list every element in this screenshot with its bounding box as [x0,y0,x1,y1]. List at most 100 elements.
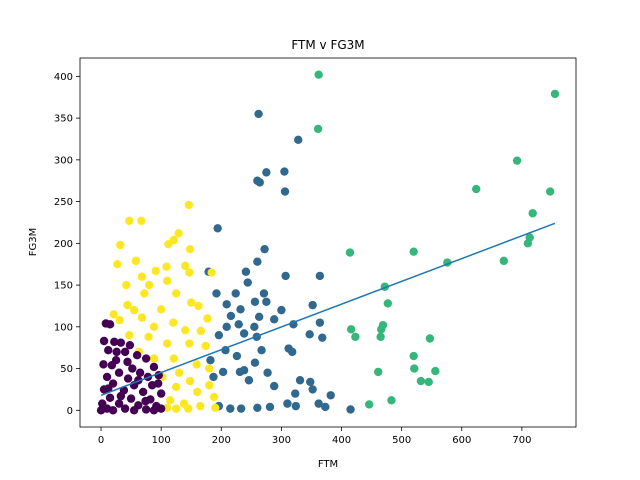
x-tick-label: 500 [392,435,411,446]
cluster-yellow-point [162,262,171,271]
cluster-purple-point [156,404,166,413]
cluster-purple-point [132,351,142,360]
x-tick-label: 0 [98,435,104,446]
x-tick-label: 600 [452,435,471,446]
cluster-yellow-point [192,360,201,369]
cluster-blue-point [257,345,266,355]
cluster-blue-point [308,385,317,394]
cluster-purple-point [116,391,126,401]
cluster-yellow-point [203,314,212,323]
cluster-yellow-point [115,315,124,325]
cluster-purple-point [120,404,130,413]
cluster-blue-point [231,289,240,298]
cluster-purple-point [129,406,139,415]
cluster-blue-point [308,300,317,310]
cluster-blue-point [291,401,301,411]
cluster-blue-point [232,351,242,361]
cluster-blue-point [253,257,262,266]
cluster-blue-point [254,312,264,322]
cluster-green-point [545,187,555,196]
trend-line [100,222,556,396]
cluster-yellow-point [171,289,181,298]
y-tick-label: 0 [67,406,73,417]
cluster-green-point [410,364,419,373]
x-tick-label: 200 [212,435,231,446]
x-axis-label: FTM [318,459,338,470]
cluster-purple-point [99,360,108,369]
y-tick-label: 350 [54,114,73,125]
cluster-blue-point [235,367,245,377]
cluster-green-point [376,332,385,342]
cluster-yellow-point [184,200,194,210]
cluster-yellow-point [113,260,122,269]
cluster-blue-point [259,289,269,298]
cluster-blue-point [306,377,315,387]
cluster-yellow-point [181,261,190,271]
cluster-yellow-point [184,404,193,413]
cluster-yellow-point [137,313,147,322]
cluster-yellow-point [125,216,134,225]
cluster-yellow-point [109,310,118,319]
cluster-purple-point [123,374,133,383]
cluster-yellow-point [201,341,210,351]
cluster-blue-point [253,403,262,412]
cluster-yellow-point [211,403,220,412]
points-layer [96,70,560,415]
cluster-green-point [345,248,355,257]
cluster-purple-point [153,379,163,388]
cluster-yellow-point [122,280,131,290]
cluster-blue-point [214,330,224,340]
cluster-green-point [351,332,360,342]
cluster-yellow-point [194,301,203,311]
cluster-blue-point [277,305,286,315]
cluster-blue-point [291,389,300,398]
chart-title: FTM v FG3M [291,38,364,52]
cluster-purple-point [126,394,136,403]
cluster-blue-point [244,376,254,385]
cluster-purple-point [105,320,115,329]
cluster-yellow-point [185,339,194,348]
cluster-yellow-point [174,229,183,238]
cluster-blue-point [305,330,314,339]
cluster-blue-point [280,187,290,196]
y-tick-label: 100 [54,322,73,333]
cluster-blue-point [346,405,355,414]
cluster-blue-point [250,322,259,332]
cluster-blue-point [269,315,279,324]
cluster-yellow-point [169,235,178,245]
cluster-yellow-point [162,339,172,348]
cluster-green-point [523,239,533,248]
cluster-green-point [409,351,418,361]
cluster-green-point [424,377,433,387]
cluster-blue-point [294,135,303,145]
cluster-green-point [374,367,383,377]
y-tick-label: 150 [54,281,73,292]
cluster-green-point [425,334,435,343]
y-tick-label: 250 [54,197,73,208]
cluster-purple-point [141,354,151,363]
cluster-blue-point [280,167,289,176]
cluster-yellow-point [185,268,194,277]
x-tick-label: 400 [332,435,351,446]
cluster-blue-point [283,399,292,408]
cluster-purple-point [102,372,112,382]
cluster-purple-point [114,368,124,377]
y-tick-label: 200 [54,239,73,250]
cluster-purple-point [104,384,113,393]
cluster-yellow-point [169,354,178,363]
cluster-purple-point [110,337,119,347]
cluster-green-point [416,376,426,386]
cluster-yellow-point [168,318,178,327]
cluster-yellow-point [144,332,153,342]
cluster-purple-point [141,405,151,414]
x-tick-label: 700 [512,435,531,446]
x-tick-label: 100 [152,435,171,446]
cluster-blue-point [236,305,245,314]
cluster-green-point [409,247,418,256]
cluster-yellow-point [185,244,195,254]
cluster-blue-point [260,244,269,254]
cluster-yellow-point [175,368,184,377]
cluster-yellow-point [205,364,214,373]
cluster-yellow-point [165,396,175,405]
